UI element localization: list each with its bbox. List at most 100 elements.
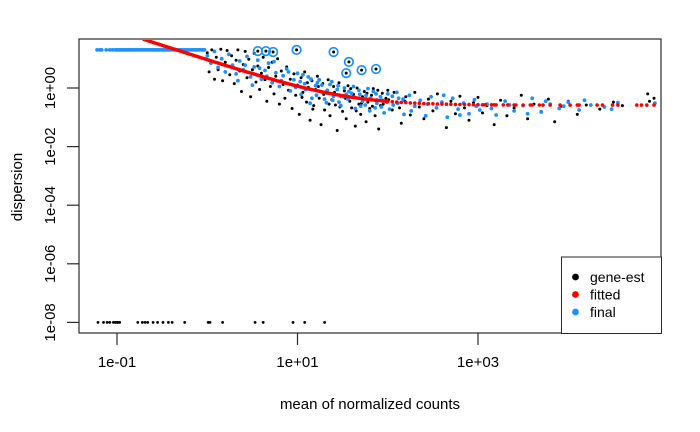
data-point-gene-est <box>332 85 336 88</box>
fitted-curve-point <box>390 99 395 104</box>
data-point-final <box>609 107 614 111</box>
data-point-final <box>288 89 293 93</box>
data-point-gene-est <box>519 93 523 97</box>
data-point-gene-est-zero-row <box>105 321 109 324</box>
data-point-final <box>378 94 383 99</box>
data-point-final <box>407 93 412 98</box>
data-point-final <box>266 61 271 65</box>
data-point-gene-est <box>319 123 323 127</box>
data-point-final <box>322 97 327 101</box>
fitted-curve-point <box>639 103 644 107</box>
data-point-gene-est <box>219 47 223 51</box>
fitted-curve-point <box>467 102 471 107</box>
data-point-gene-est <box>449 99 453 103</box>
data-point-final <box>245 54 249 59</box>
fitted-curve-point <box>521 103 525 107</box>
y-tick-label: 1e-02 <box>42 127 59 165</box>
data-point-gene-est <box>584 103 588 107</box>
data-point-final <box>298 79 303 84</box>
data-point-gene-est <box>404 95 408 99</box>
data-point-gene-est <box>371 87 375 91</box>
data-point-final <box>310 96 314 101</box>
fitted-curve-point <box>413 101 417 105</box>
data-point-gene-est <box>308 118 312 122</box>
data-point-final-max-band <box>104 48 109 52</box>
data-point-gene-est <box>243 49 247 53</box>
data-point-gene-est <box>463 106 466 110</box>
legend-item-gene-est: gene-est <box>572 269 645 285</box>
data-point-final <box>382 111 386 115</box>
fitted-curve-point <box>440 102 444 106</box>
legend-item-fitted: fitted <box>572 287 620 303</box>
data-point-gene-est <box>392 90 396 94</box>
data-point-final <box>357 88 361 93</box>
fitted-curve-point <box>530 103 534 107</box>
y-tick-label: 1e-08 <box>42 303 59 341</box>
data-point-final-max-band <box>95 48 99 52</box>
fitted-curve-point <box>449 102 453 107</box>
data-point-final <box>429 94 433 99</box>
data-point-gene-est <box>444 126 448 130</box>
data-point-final <box>270 80 275 85</box>
data-point-final <box>315 80 320 85</box>
data-point-final <box>308 101 312 106</box>
data-point-gene-est-zero-row <box>161 321 165 324</box>
data-point-final <box>374 92 378 96</box>
fitted-curve-point <box>616 103 620 107</box>
data-point-gene-est <box>283 96 287 100</box>
data-point-gene-est <box>353 124 357 128</box>
data-point-final <box>494 113 498 117</box>
data-point-final <box>582 98 587 103</box>
data-point-final <box>390 94 395 99</box>
data-point-gene-est <box>268 85 272 88</box>
data-point-final <box>503 99 507 104</box>
data-point-gene-est <box>205 51 209 55</box>
data-point-gene-est <box>337 81 341 85</box>
data-point-gene-est <box>327 102 331 106</box>
data-point-gene-est <box>300 95 304 99</box>
data-point-final <box>317 77 322 82</box>
data-point-gene-est <box>648 99 651 103</box>
data-point-gene-est <box>526 117 530 121</box>
data-point-gene-est <box>303 70 307 74</box>
data-point-final <box>539 110 544 114</box>
y-tick-label: 1e-06 <box>42 245 59 283</box>
x-tick-label: 1e+01 <box>276 354 318 371</box>
fitted-curve-point <box>471 102 476 107</box>
data-point-final <box>236 78 240 83</box>
data-point-gene-est <box>492 123 496 127</box>
data-point-final <box>314 93 319 98</box>
outlier-center-dot <box>360 68 364 72</box>
data-point-final <box>456 107 460 111</box>
data-point-gene-est-zero-row <box>208 321 212 324</box>
outlier-ring <box>267 46 279 58</box>
x-axis-ticks: 1e-01 1e+01 1e+03 <box>98 333 499 371</box>
data-point-final <box>401 97 405 101</box>
data-point-gene-est <box>245 76 249 80</box>
data-point-gene-est <box>240 90 243 93</box>
y-axis-title: dispersion <box>9 153 26 221</box>
data-point-gene-est <box>546 97 550 101</box>
data-point-gene-est <box>232 82 236 86</box>
fitted-curve-point <box>483 103 488 107</box>
data-point-gene-est <box>305 100 308 104</box>
data-point-gene-est <box>265 99 269 103</box>
data-point-gene-est <box>611 100 615 104</box>
data-point-final <box>223 70 228 74</box>
y-axis-ticks: 1e+00 1e-02 1e-04 1e-06 1e-08 <box>42 67 79 342</box>
data-point-final <box>557 106 562 111</box>
x-tick-label: 1e+03 <box>457 354 499 371</box>
outlier-ring <box>343 56 355 68</box>
outlier-center-dot <box>374 67 378 71</box>
data-point-gene-est <box>328 114 332 118</box>
data-point-final <box>387 107 392 111</box>
data-point-gene-est <box>250 68 254 72</box>
data-point-gene-est <box>453 112 457 116</box>
data-point-gene-est <box>344 117 348 121</box>
data-point-final <box>248 75 253 79</box>
data-point-final <box>337 100 341 104</box>
data-point-final <box>371 89 376 94</box>
data-point-gene-est <box>333 103 337 107</box>
data-point-final <box>252 65 257 69</box>
data-point-final <box>302 81 307 86</box>
